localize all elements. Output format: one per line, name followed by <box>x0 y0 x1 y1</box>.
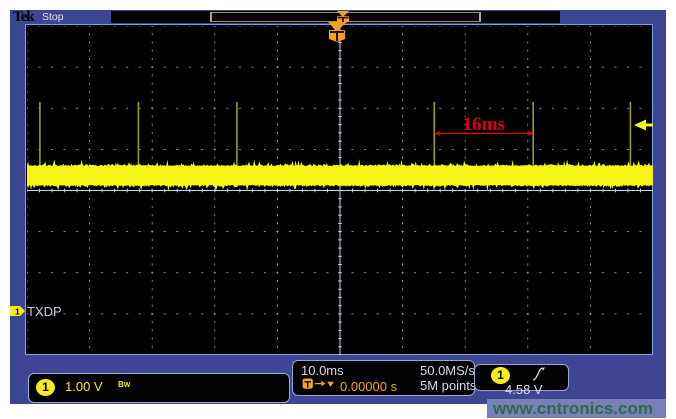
svg-text:16ms: 16ms <box>463 114 505 135</box>
svg-text:1: 1 <box>15 307 20 317</box>
